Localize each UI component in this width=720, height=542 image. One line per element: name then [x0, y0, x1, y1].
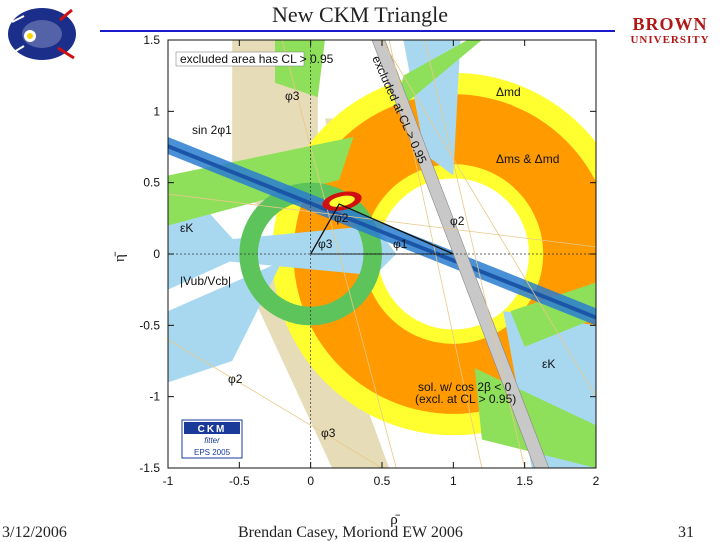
- label-phi2-apex: φ2: [334, 211, 349, 225]
- y-axis-label: η̄: [112, 251, 128, 262]
- y-tick-label: 0.5: [143, 176, 160, 190]
- x-tick-label: 1: [450, 474, 457, 488]
- y-tick-label: -1.5: [139, 461, 160, 475]
- brown-university-logo: BROWN UNIVERSITY: [622, 14, 718, 54]
- x-tick-label: 2: [593, 474, 600, 488]
- constraint-contour-line: [424, 40, 526, 468]
- x-tick-label: -1: [163, 474, 174, 488]
- constraint-contour-line: [381, 40, 596, 397]
- ckmfitter-logo-line2: fitter: [204, 436, 220, 445]
- epsk-band-right: [510, 282, 596, 347]
- unitarity-triangle: [310, 203, 454, 255]
- y-tick-label: 0: [153, 247, 160, 261]
- x-tick-label: 1.5: [516, 474, 533, 488]
- epsk-band-top-right: [396, 40, 482, 112]
- y-tick-label: 1: [153, 104, 160, 118]
- label-vub-vcb: |Vub/Vcb|: [180, 274, 231, 288]
- y-tick-label: -0.5: [139, 318, 160, 332]
- dzero-logo: [8, 8, 76, 60]
- ckmfitter-logo-band: [184, 422, 240, 434]
- label-phi2-bottom: φ2: [228, 372, 243, 386]
- label-phi3-apex: φ3: [318, 237, 333, 251]
- label-dmd: Δmd: [496, 85, 521, 99]
- slide-title: New CKM Triangle: [271, 2, 448, 27]
- plot-area: [168, 40, 596, 468]
- label-dms-dmd: Δms & Δmd: [496, 152, 559, 166]
- logo-line2: UNIVERSITY: [630, 34, 710, 46]
- label-phi1-base: φ1: [393, 237, 408, 251]
- cos2beta-note-line2: (excl. at CL > 0.95): [415, 392, 516, 406]
- ckmfitter-logo-line1: CKM: [198, 424, 227, 435]
- excluded-area-note: excluded area has CL > 0.95: [180, 52, 334, 66]
- title-rule: [100, 30, 615, 32]
- label-phi2-right: φ2: [450, 214, 465, 228]
- sin2phi1-band-inner: [168, 144, 596, 320]
- constraint-contour-line: [168, 193, 596, 248]
- footer-author: Brendan Casey, Moriond EW 2006: [238, 524, 463, 541]
- label-epsk-right: εK: [542, 357, 555, 371]
- ckmfitter-logo-line3: EPS 2005: [194, 448, 231, 457]
- x-tick-label: -0.5: [229, 474, 250, 488]
- apex-confidence-region-inner: [329, 195, 355, 207]
- note-box: [175, 51, 305, 67]
- x-axis-label: ρ̄: [390, 512, 400, 528]
- constraint-contour-line: [168, 339, 383, 468]
- footer-date: 3/12/2006: [2, 524, 67, 541]
- page-number: 31: [678, 524, 694, 541]
- x-tick-label: 0.5: [374, 474, 391, 488]
- logo-line1: BROWN: [632, 14, 708, 34]
- x-tick-label: 0: [307, 474, 314, 488]
- label-epsk-left: εK: [180, 221, 193, 235]
- epsk-band-lower-right: [474, 368, 596, 468]
- cos2beta-note-line1: sol. w/ cos 2β < 0: [418, 380, 512, 394]
- label-phi3-bottom: φ3: [321, 426, 336, 440]
- y-tick-label: -1: [149, 390, 160, 404]
- label-sin2phi1: sin 2φ1: [192, 123, 232, 137]
- y-tick-label: 1.5: [143, 33, 160, 47]
- label-phi3-top: φ3: [285, 89, 300, 103]
